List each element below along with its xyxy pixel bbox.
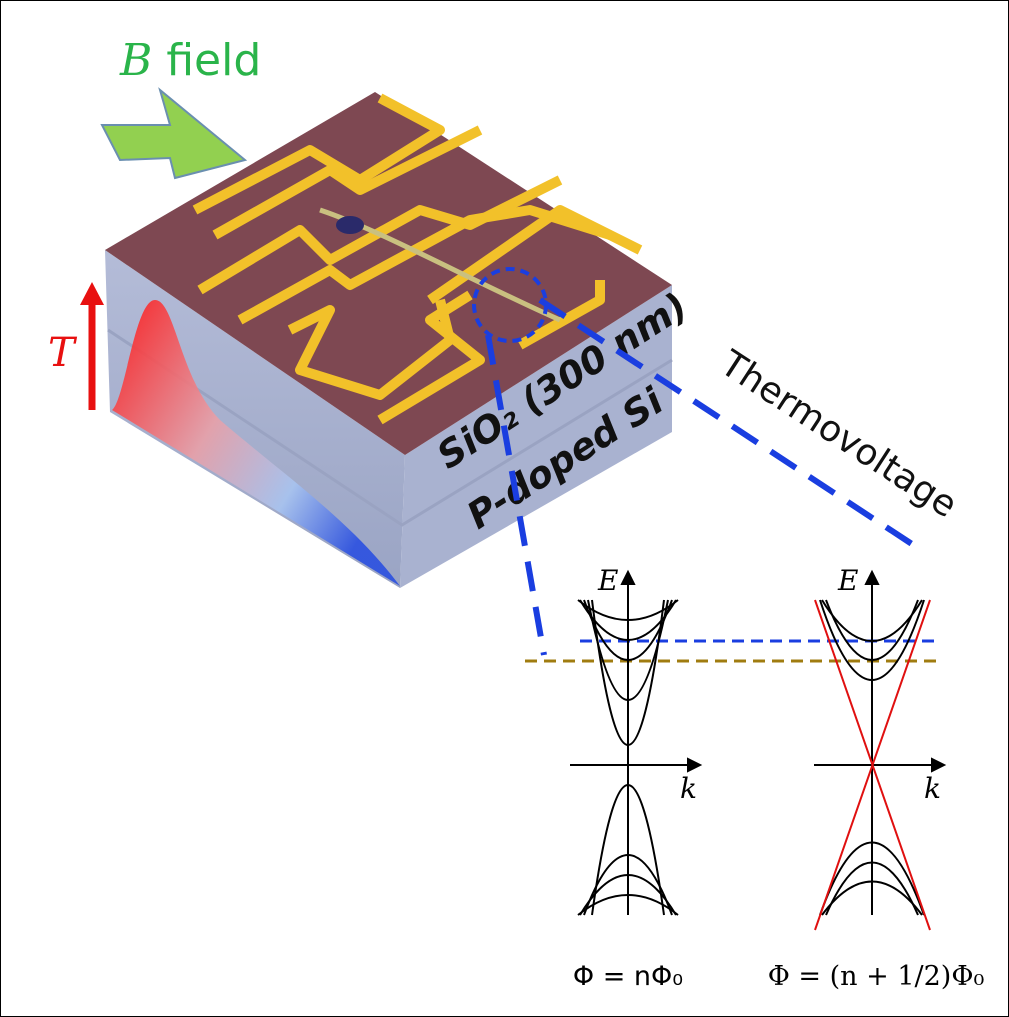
layer-boundary bbox=[107, 328, 673, 527]
caption: Φ = (n + 1/2)Φ₀ bbox=[768, 961, 985, 992]
zoom-line bbox=[485, 334, 547, 656]
temperature-arrowhead bbox=[80, 282, 104, 305]
band-diagram bbox=[570, 569, 703, 916]
field-arrow bbox=[100, 87, 248, 180]
field-text: field bbox=[166, 35, 261, 86]
dirac-cone bbox=[814, 599, 931, 931]
flake bbox=[336, 216, 364, 234]
momentum-axis-label: k bbox=[680, 772, 697, 805]
band-diagram bbox=[814, 569, 947, 916]
momentum-axis-label: k bbox=[924, 772, 941, 805]
zoom-line bbox=[538, 297, 920, 551]
energy-axis-label: E bbox=[597, 564, 618, 597]
right-face bbox=[400, 285, 672, 588]
electrodes bbox=[192, 93, 643, 425]
energy-axis-label: E bbox=[837, 564, 858, 597]
temperature-profile bbox=[112, 300, 400, 586]
field-symbol: B bbox=[119, 35, 152, 86]
caption: Φ = nΦ₀ bbox=[573, 961, 683, 992]
temperature-label: T bbox=[48, 330, 78, 376]
field-label: B field bbox=[119, 35, 261, 86]
front-face bbox=[105, 250, 405, 588]
